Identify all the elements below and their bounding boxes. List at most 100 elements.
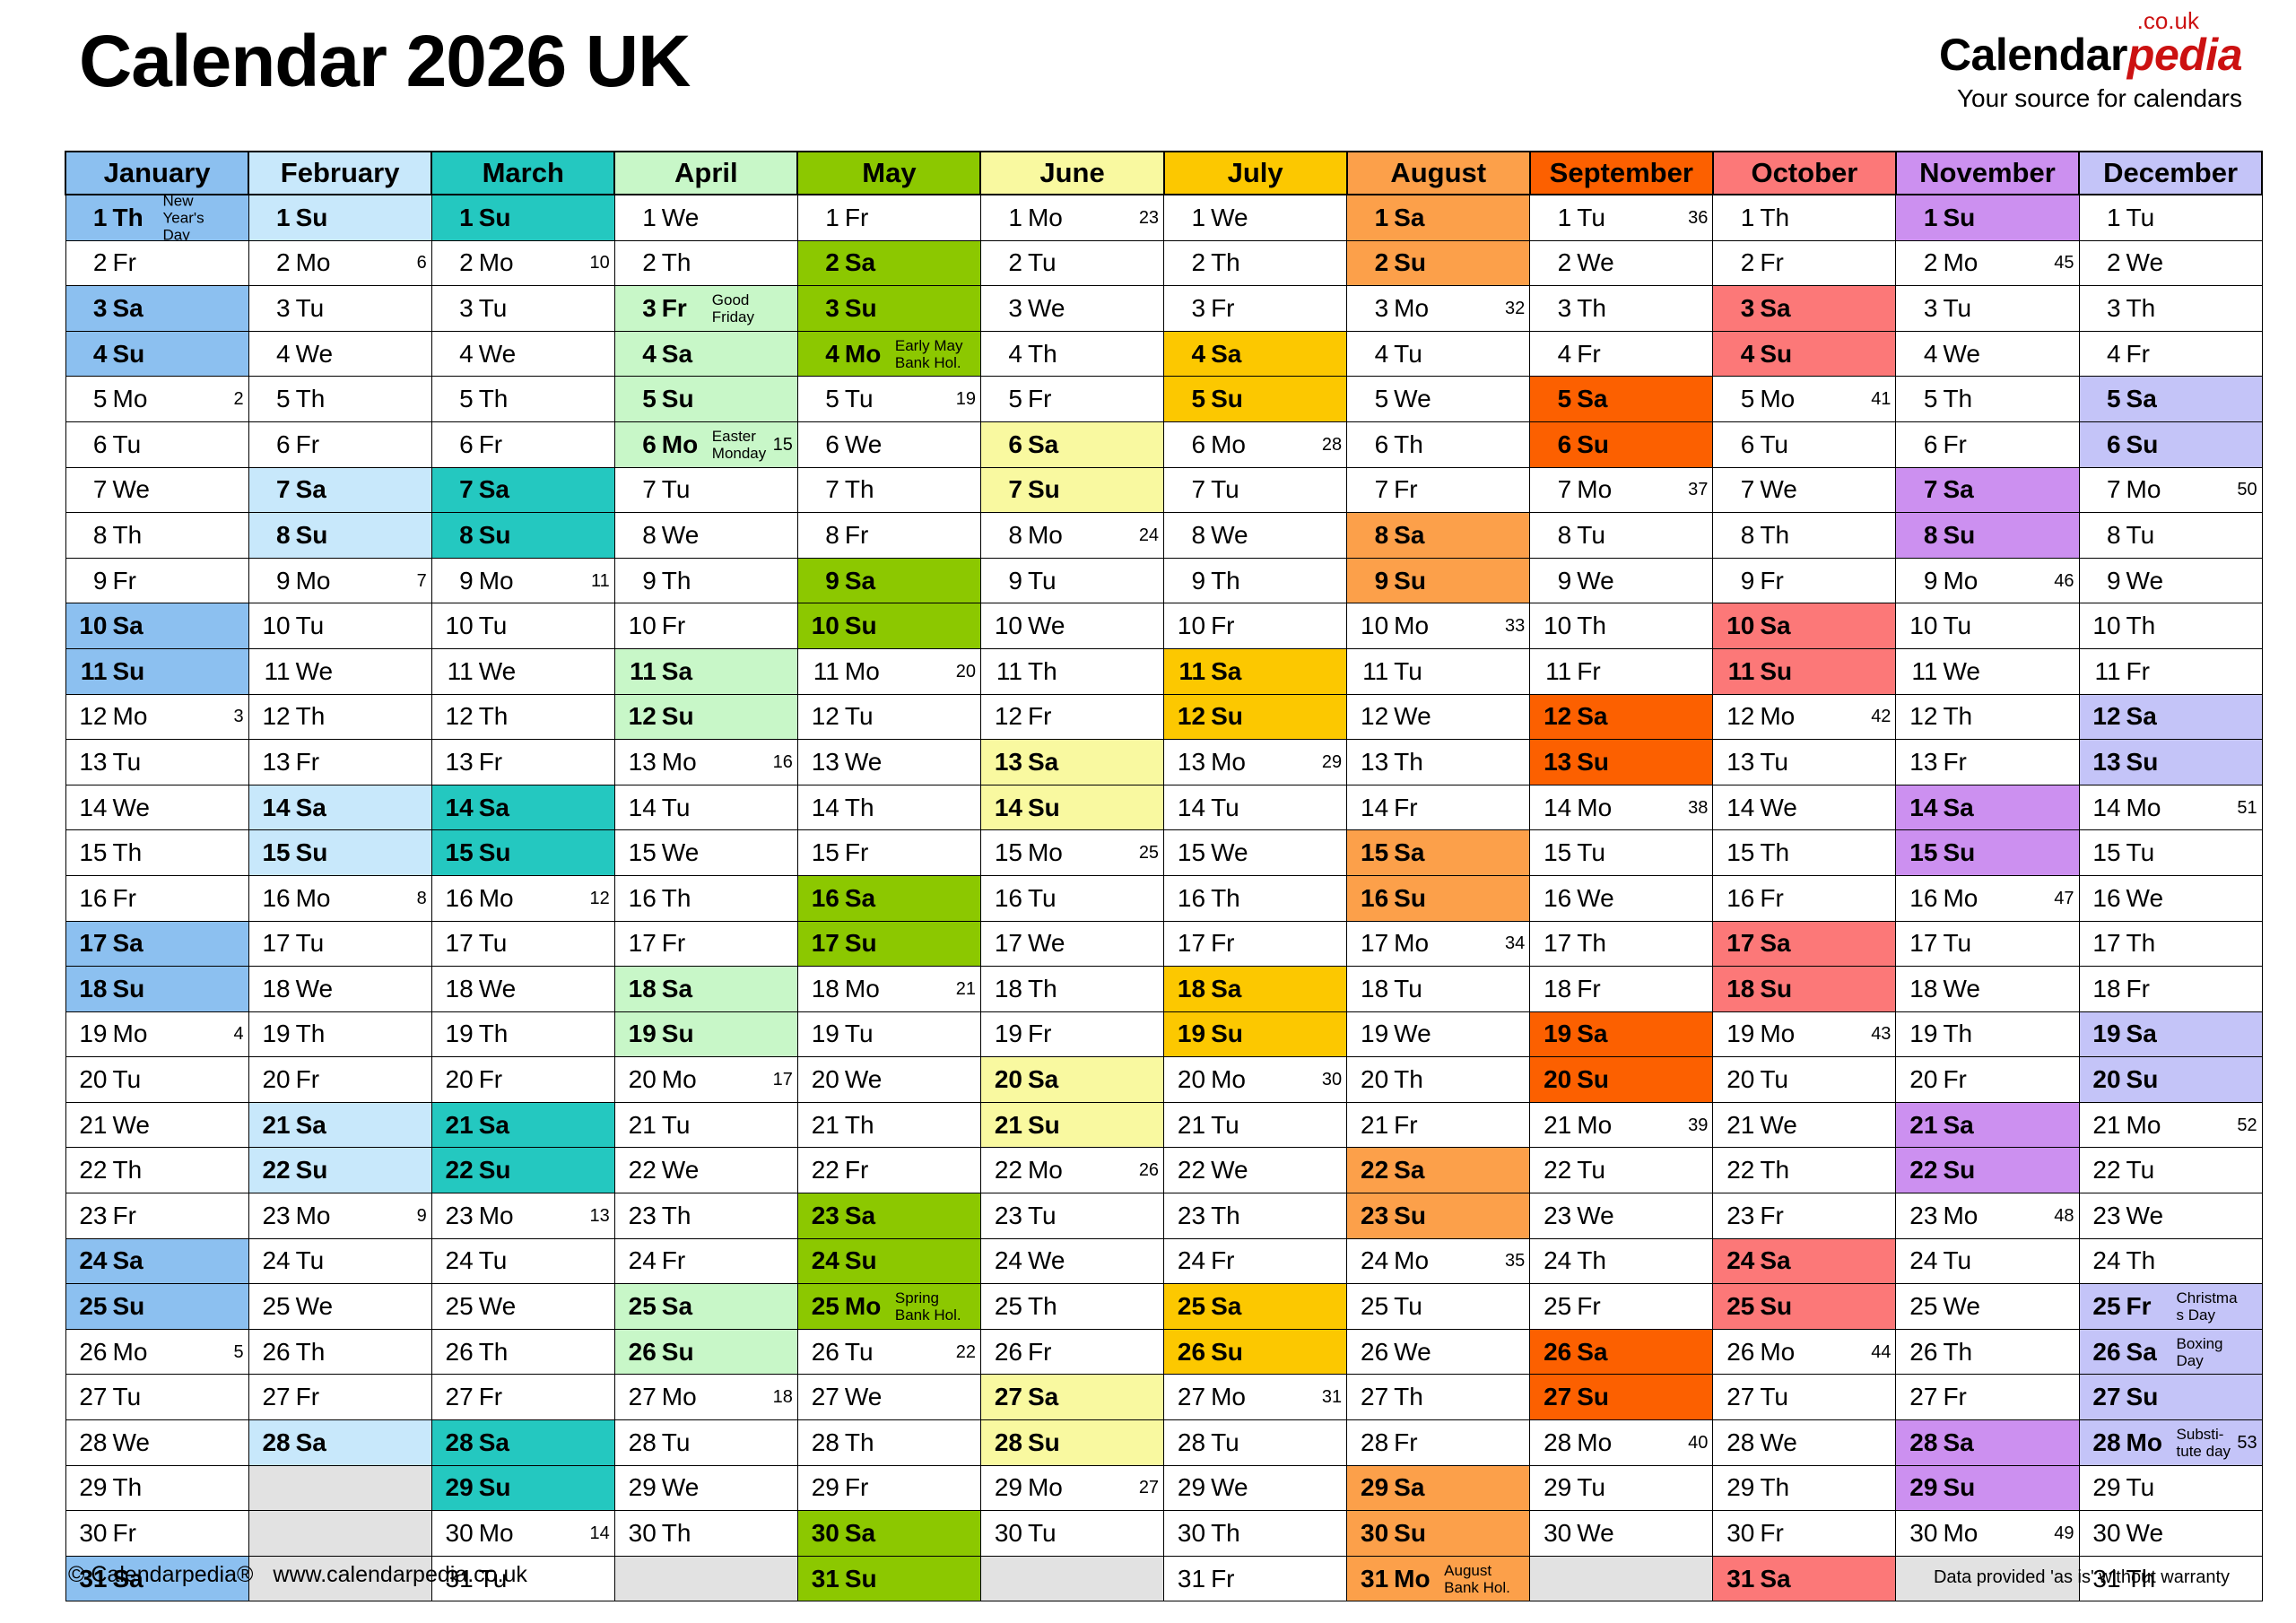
day-cell-october-16[interactable]: 16 Fr [1712, 874, 1897, 922]
day-cell-april-11[interactable]: 11 Sa [613, 647, 798, 695]
day-cell-december-31[interactable]: 31 Th [2078, 1555, 2263, 1602]
day-cell-february-5[interactable]: 5 Th [248, 376, 432, 422]
day-cell-september-26[interactable]: 26 Sa [1529, 1328, 1714, 1376]
day-cell-february-20[interactable]: 20 Fr [248, 1056, 432, 1103]
day-cell-july-16[interactable]: 16 Th [1163, 874, 1348, 922]
day-cell-february-25[interactable]: 25 We [248, 1283, 432, 1330]
day-cell-june-26[interactable]: 26 Fr [979, 1328, 1165, 1376]
day-cell-june-27[interactable]: 27 Sa [979, 1374, 1165, 1421]
day-cell-september-13[interactable]: 13 Su [1529, 739, 1714, 785]
day-cell-march-10[interactable]: 10 Tu [430, 603, 615, 649]
day-cell-february-28[interactable]: 28 Sa [248, 1419, 432, 1466]
day-cell-october-9[interactable]: 9 Fr [1712, 557, 1897, 604]
day-cell-march-11[interactable]: 11 We [430, 647, 615, 695]
day-cell-january-27[interactable]: 27 Tu [65, 1374, 249, 1421]
day-cell-july-13[interactable]: 13 Mo 29 [1163, 739, 1348, 785]
day-cell-november-13[interactable]: 13 Fr [1895, 739, 2080, 785]
day-cell-march-31[interactable]: 31 Tu [430, 1555, 615, 1602]
day-cell-may-26[interactable]: 26 Tu 22 [796, 1328, 981, 1376]
day-cell-july-21[interactable]: 21 Tu [1163, 1101, 1348, 1149]
day-cell-march-22[interactable]: 22 Su [430, 1147, 615, 1194]
day-cell-january-10[interactable]: 10 Sa [65, 603, 249, 649]
day-cell-october-26[interactable]: 26 Mo 44 [1712, 1328, 1897, 1376]
day-cell-june-18[interactable]: 18 Th [979, 966, 1165, 1012]
day-cell-february-21[interactable]: 21 Sa [248, 1101, 432, 1149]
day-cell-september-4[interactable]: 4 Fr [1529, 330, 1714, 378]
day-cell-september-8[interactable]: 8 Tu [1529, 512, 1714, 559]
day-cell-february-13[interactable]: 13 Fr [248, 739, 432, 785]
day-cell-january-18[interactable]: 18 Su [65, 966, 249, 1012]
day-cell-july-8[interactable]: 8 We [1163, 512, 1348, 559]
day-cell-may-3[interactable]: 3 Su [796, 285, 981, 332]
day-cell-february-26[interactable]: 26 Th [248, 1328, 432, 1376]
day-cell-november-26[interactable]: 26 Th [1895, 1328, 2080, 1376]
day-cell-august-17[interactable]: 17 Mo 34 [1346, 920, 1531, 968]
day-cell-july-17[interactable]: 17 Fr [1163, 920, 1348, 968]
day-cell-january-1[interactable]: 1 Th New Year's Day [65, 194, 249, 241]
day-cell-december-4[interactable]: 4 Fr [2078, 330, 2263, 378]
day-cell-january-2[interactable]: 2 Fr [65, 239, 249, 287]
day-cell-july-19[interactable]: 19 Su [1163, 1011, 1348, 1058]
day-cell-june-29[interactable]: 29 Mo 27 [979, 1464, 1165, 1512]
day-cell-october-19[interactable]: 19 Mo 43 [1712, 1011, 1897, 1058]
day-cell-september-10[interactable]: 10 Th [1529, 603, 1714, 649]
day-cell-october-7[interactable]: 7 We [1712, 466, 1897, 514]
day-cell-october-18[interactable]: 18 Su [1712, 966, 1897, 1012]
day-cell-october-20[interactable]: 20 Tu [1712, 1056, 1897, 1103]
day-cell-december-29[interactable]: 29 Tu [2078, 1464, 2263, 1512]
day-cell-february-19[interactable]: 19 Th [248, 1011, 432, 1058]
day-cell-august-9[interactable]: 9 Su [1346, 557, 1531, 604]
day-cell-august-22[interactable]: 22 Sa [1346, 1147, 1531, 1194]
day-cell-september-17[interactable]: 17 Th [1529, 920, 1714, 968]
day-cell-july-23[interactable]: 23 Th [1163, 1193, 1348, 1239]
day-cell-october-27[interactable]: 27 Tu [1712, 1374, 1897, 1421]
day-cell-may-18[interactable]: 18 Mo 21 [796, 966, 981, 1012]
day-cell-may-19[interactable]: 19 Tu [796, 1011, 981, 1058]
day-cell-april-19[interactable]: 19 Su [613, 1011, 798, 1058]
day-cell-march-30[interactable]: 30 Mo 14 [430, 1510, 615, 1557]
day-cell-july-15[interactable]: 15 We [1163, 829, 1348, 876]
day-cell-november-16[interactable]: 16 Mo 47 [1895, 874, 2080, 922]
day-cell-july-28[interactable]: 28 Tu [1163, 1419, 1348, 1466]
day-cell-may-5[interactable]: 5 Tu 19 [796, 376, 981, 422]
day-cell-january-30[interactable]: 30 Fr [65, 1510, 249, 1557]
day-cell-february-8[interactable]: 8 Su [248, 512, 432, 559]
day-cell-august-29[interactable]: 29 Sa [1346, 1464, 1531, 1512]
day-cell-may-24[interactable]: 24 Su [796, 1237, 981, 1285]
day-cell-august-6[interactable]: 6 Th [1346, 421, 1531, 468]
day-cell-october-22[interactable]: 22 Th [1712, 1147, 1897, 1194]
day-cell-july-27[interactable]: 27 Mo 31 [1163, 1374, 1348, 1421]
day-cell-october-28[interactable]: 28 We [1712, 1419, 1897, 1466]
day-cell-march-24[interactable]: 24 Tu [430, 1237, 615, 1285]
day-cell-april-23[interactable]: 23 Th [613, 1193, 798, 1239]
day-cell-december-1[interactable]: 1 Tu [2078, 194, 2263, 241]
day-cell-january-3[interactable]: 3 Sa [65, 285, 249, 332]
day-cell-july-14[interactable]: 14 Tu [1163, 784, 1348, 831]
day-cell-december-6[interactable]: 6 Su [2078, 421, 2263, 468]
day-cell-april-15[interactable]: 15 We [613, 829, 798, 876]
day-cell-january-14[interactable]: 14 We [65, 784, 249, 831]
day-cell-february-22[interactable]: 22 Su [248, 1147, 432, 1194]
day-cell-may-1[interactable]: 1 Fr [796, 194, 981, 241]
day-cell-april-3[interactable]: 3 Fr Good Friday [613, 285, 798, 332]
day-cell-october-30[interactable]: 30 Fr [1712, 1510, 1897, 1557]
day-cell-september-28[interactable]: 28 Mo 40 [1529, 1419, 1714, 1466]
day-cell-april-8[interactable]: 8 We [613, 512, 798, 559]
day-cell-january-12[interactable]: 12 Mo 3 [65, 693, 249, 741]
day-cell-december-23[interactable]: 23 We [2078, 1193, 2263, 1239]
day-cell-march-27[interactable]: 27 Fr [430, 1374, 615, 1421]
day-cell-april-9[interactable]: 9 Th [613, 557, 798, 604]
day-cell-december-24[interactable]: 24 Th [2078, 1237, 2263, 1285]
day-cell-february-10[interactable]: 10 Tu [248, 603, 432, 649]
day-cell-may-9[interactable]: 9 Sa [796, 557, 981, 604]
day-cell-april-17[interactable]: 17 Fr [613, 920, 798, 968]
day-cell-march-12[interactable]: 12 Th [430, 693, 615, 741]
day-cell-february-16[interactable]: 16 Mo 8 [248, 874, 432, 922]
day-cell-november-25[interactable]: 25 We [1895, 1283, 2080, 1330]
day-cell-january-25[interactable]: 25 Su [65, 1283, 249, 1330]
day-cell-march-7[interactable]: 7 Sa [430, 466, 615, 514]
day-cell-may-22[interactable]: 22 Fr [796, 1147, 981, 1194]
day-cell-february-14[interactable]: 14 Sa [248, 784, 432, 831]
day-cell-december-5[interactable]: 5 Sa [2078, 376, 2263, 422]
day-cell-july-29[interactable]: 29 We [1163, 1464, 1348, 1512]
